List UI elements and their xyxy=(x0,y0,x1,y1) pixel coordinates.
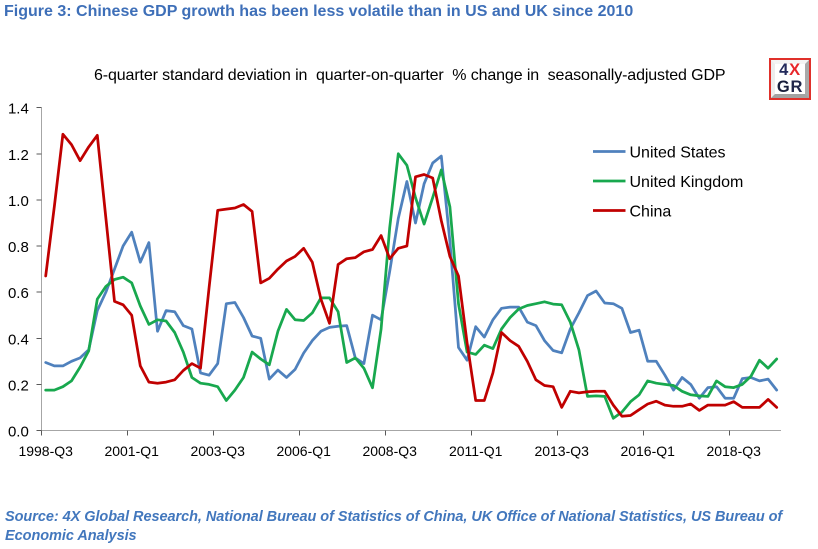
svg-text:2018-Q3: 2018-Q3 xyxy=(706,443,761,459)
svg-text:China: China xyxy=(630,204,672,221)
svg-text:0.6: 0.6 xyxy=(8,285,29,302)
svg-text:2003-Q3: 2003-Q3 xyxy=(190,443,245,459)
svg-text:0.2: 0.2 xyxy=(8,377,29,394)
svg-text:United States: United States xyxy=(630,145,726,162)
svg-text:0.0: 0.0 xyxy=(8,424,29,441)
svg-text:United Kingdom: United Kingdom xyxy=(630,174,744,191)
svg-text:1.4: 1.4 xyxy=(8,101,29,118)
svg-text:0.8: 0.8 xyxy=(8,239,29,256)
svg-text:2011-Q1: 2011-Q1 xyxy=(449,443,503,459)
svg-text:2013-Q3: 2013-Q3 xyxy=(534,443,589,459)
svg-text:2008-Q3: 2008-Q3 xyxy=(362,443,417,459)
svg-text:1998-Q3: 1998-Q3 xyxy=(18,443,73,459)
svg-text:0.4: 0.4 xyxy=(8,331,29,348)
svg-text:1.2: 1.2 xyxy=(8,147,29,164)
svg-text:2006-Q1: 2006-Q1 xyxy=(276,443,331,459)
svg-text:2001-Q1: 2001-Q1 xyxy=(104,443,159,459)
svg-text:1.0: 1.0 xyxy=(8,193,29,210)
svg-text:2016-Q1: 2016-Q1 xyxy=(620,443,675,459)
